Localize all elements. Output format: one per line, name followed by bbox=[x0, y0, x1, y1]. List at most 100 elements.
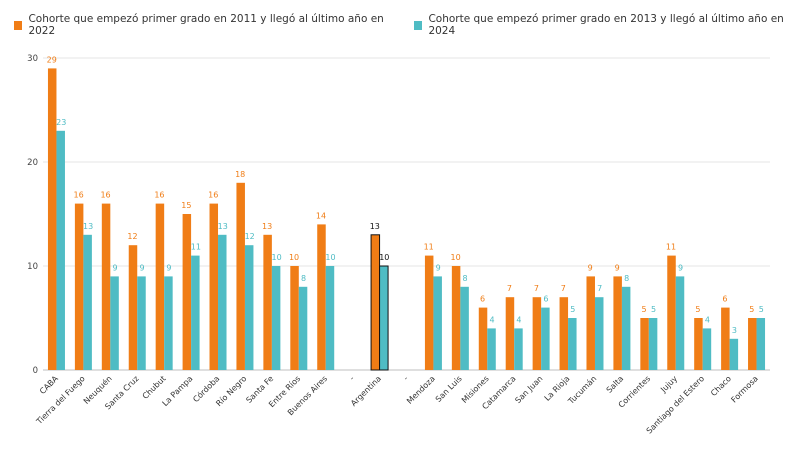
bar-2022-20[interactable] bbox=[586, 276, 595, 370]
bar-2024-5[interactable] bbox=[191, 255, 200, 370]
bar-2024-14[interactable] bbox=[433, 276, 442, 370]
data-label-2022-1: 16 bbox=[74, 191, 84, 200]
bar-2024-19[interactable] bbox=[568, 318, 577, 370]
bar-2024-23[interactable] bbox=[675, 276, 685, 370]
bar-2022-2[interactable] bbox=[101, 203, 111, 370]
bar-2024-16[interactable] bbox=[487, 328, 496, 370]
bar-2024-3[interactable] bbox=[137, 276, 146, 370]
bar-2024-1[interactable] bbox=[83, 234, 92, 370]
data-label-2024-10: 10 bbox=[325, 253, 335, 262]
bar-2022-10[interactable] bbox=[317, 224, 326, 370]
x-tick-label-15: San Luis bbox=[434, 374, 464, 404]
data-label-2022-26: 5 bbox=[749, 305, 754, 314]
bar-2022-21[interactable] bbox=[613, 276, 622, 370]
bar-2024-4[interactable] bbox=[164, 276, 173, 370]
bar-2022-3[interactable] bbox=[128, 245, 138, 370]
bar-2022-1[interactable] bbox=[74, 203, 84, 370]
bar-2024-6[interactable] bbox=[218, 234, 227, 370]
data-label-2024-19: 5 bbox=[570, 305, 575, 314]
data-label-2024-12: 10 bbox=[379, 253, 389, 262]
data-label-2024-14: 9 bbox=[436, 263, 441, 272]
data-label-2022-24: 5 bbox=[695, 305, 700, 314]
bar-2024-21[interactable] bbox=[621, 286, 631, 370]
data-label-2022-17: 7 bbox=[507, 284, 512, 293]
bar-2024-22[interactable] bbox=[648, 318, 658, 370]
bar-2024-8[interactable] bbox=[271, 266, 281, 370]
data-label-2022-7: 18 bbox=[235, 170, 245, 179]
bar-2022-25[interactable] bbox=[721, 307, 730, 370]
y-tick-label-10: 10 bbox=[27, 262, 38, 272]
bar-2024-10[interactable] bbox=[325, 266, 335, 370]
x-tick-label-0: CABA bbox=[38, 374, 60, 396]
data-label-2022-3: 12 bbox=[127, 232, 137, 241]
bar-2024-15[interactable] bbox=[460, 286, 469, 370]
bar-2024-26[interactable] bbox=[756, 318, 766, 370]
data-label-2022-22: 5 bbox=[642, 305, 647, 314]
data-label-2022-15: 10 bbox=[451, 253, 461, 262]
data-label-2024-6: 13 bbox=[218, 222, 228, 231]
data-label-2022-20: 9 bbox=[588, 263, 593, 272]
bar-2022-18[interactable] bbox=[532, 297, 542, 370]
data-label-2024-21: 8 bbox=[624, 274, 629, 283]
y-tick-label-20: 20 bbox=[27, 158, 38, 168]
data-label-2022-16: 6 bbox=[480, 295, 485, 304]
bar-2024-20[interactable] bbox=[594, 297, 604, 370]
bar-2022-7[interactable] bbox=[236, 182, 245, 370]
bar-2022-5[interactable] bbox=[182, 214, 192, 370]
data-label-2022-4: 16 bbox=[154, 191, 164, 200]
data-label-2022-14: 11 bbox=[424, 243, 434, 252]
bar-2022-9[interactable] bbox=[290, 266, 299, 370]
legend-swatch-2022 bbox=[14, 20, 23, 30]
bar-2022-26[interactable] bbox=[748, 318, 757, 370]
bar-2024-9[interactable] bbox=[298, 286, 308, 370]
data-label-2024-5: 11 bbox=[191, 243, 201, 252]
y-tick-label-30: 30 bbox=[27, 54, 38, 64]
data-label-2024-3: 9 bbox=[139, 263, 144, 272]
legend-item-2022[interactable]: Cohorte que empezó primer grado en 2011 … bbox=[14, 13, 390, 37]
data-label-2022-21: 9 bbox=[615, 263, 620, 272]
bar-2022-6[interactable] bbox=[209, 203, 219, 370]
bar-2022-19[interactable] bbox=[559, 297, 569, 370]
data-label-2024-22: 5 bbox=[651, 305, 656, 314]
bar-2024-25[interactable] bbox=[729, 338, 739, 370]
bar-2022-16[interactable] bbox=[478, 307, 488, 370]
bar-2024-12[interactable] bbox=[379, 265, 389, 371]
x-tick-label-4: Chubut bbox=[141, 374, 168, 401]
bar-2022-8[interactable] bbox=[263, 234, 272, 370]
x-tick-label-1: Tierra del Fuego bbox=[34, 374, 87, 427]
legend-label-2024: Cohorte que empezó primer grado en 2013 … bbox=[428, 13, 784, 37]
chart-legend: Cohorte que empezó primer grado en 2011 … bbox=[14, 13, 790, 37]
bar-2024-2[interactable] bbox=[110, 276, 119, 370]
bar-2024-17[interactable] bbox=[514, 328, 523, 370]
legend-item-2024[interactable]: Cohorte que empezó primer grado en 2013 … bbox=[414, 13, 790, 37]
bar-2024-7[interactable] bbox=[244, 245, 254, 370]
data-label-2024-8: 10 bbox=[272, 253, 282, 262]
bar-2022-0[interactable] bbox=[47, 68, 57, 371]
bar-2022-22[interactable] bbox=[640, 318, 649, 370]
x-tick-label-14: Mendoza bbox=[405, 374, 437, 406]
y-tick-label-0: 0 bbox=[33, 366, 38, 376]
data-label-2022-9: 10 bbox=[289, 253, 299, 262]
bar-2022-23[interactable] bbox=[667, 255, 676, 370]
x-tick-label-26: Formosa bbox=[729, 374, 760, 405]
data-label-2024-23: 9 bbox=[678, 263, 683, 272]
data-label-2024-2: 9 bbox=[113, 263, 118, 272]
bar-2022-15[interactable] bbox=[451, 266, 461, 370]
data-label-2024-7: 12 bbox=[245, 232, 255, 241]
data-label-2022-10: 14 bbox=[316, 211, 326, 220]
bar-2022-24[interactable] bbox=[694, 318, 703, 370]
x-tick-label-13: - bbox=[402, 374, 410, 382]
bar-2022-4[interactable] bbox=[155, 203, 165, 370]
bar-2024-0[interactable] bbox=[56, 130, 65, 370]
data-label-2022-19: 7 bbox=[561, 284, 566, 293]
data-label-2022-18: 7 bbox=[534, 284, 539, 293]
bar-2024-24[interactable] bbox=[702, 328, 712, 370]
bar-2022-14[interactable] bbox=[424, 255, 434, 370]
bar-2022-17[interactable] bbox=[505, 297, 515, 370]
x-tick-label-21: Salta bbox=[605, 374, 626, 395]
x-tick-label-11: - bbox=[348, 374, 356, 382]
data-label-2022-6: 16 bbox=[208, 191, 218, 200]
bar-2024-18[interactable] bbox=[541, 307, 550, 370]
data-label-2024-18: 6 bbox=[543, 295, 548, 304]
x-tick-label-18: San Juan bbox=[513, 374, 544, 405]
